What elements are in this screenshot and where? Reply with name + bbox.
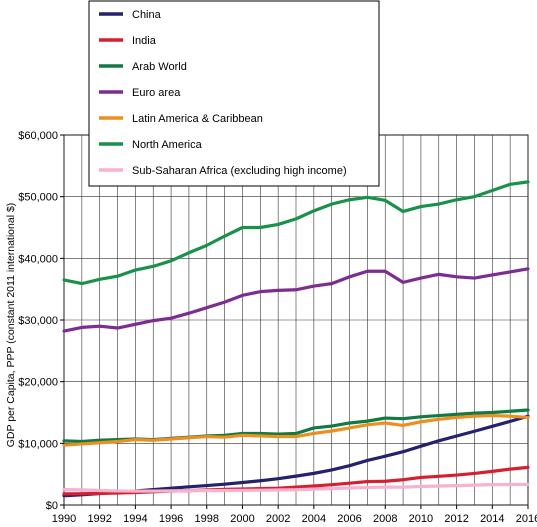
axes: $0 $10,000 $20,000 $30,000 $40,000 $50,000 $60…: [18, 130, 537, 525]
series-line-sub-saharan-africa-excluding-high-income: [62, 482, 530, 493]
x-tick-label: 2000: [230, 513, 254, 525]
series-line-north-america: [62, 180, 530, 286]
legend-box: [88, 0, 380, 187]
legend: China India Arab World Euro area Latin Ameri…: [88, 0, 380, 187]
series-line-euro-area: [62, 267, 530, 333]
x-tick-label: 2016: [516, 513, 537, 525]
x-tick-label: 2012: [444, 513, 468, 525]
x-tick-label: 2006: [337, 513, 361, 525]
series-line-latin-america-caribbean: [62, 413, 530, 447]
x-tick-label: 1994: [123, 513, 147, 525]
legend-label-north-america: North America: [132, 139, 203, 151]
x-tick-label: 2008: [373, 513, 397, 525]
y-tick-label: $60,000: [18, 130, 58, 142]
legend-label-china: China: [132, 9, 162, 21]
series-lines: [62, 180, 530, 498]
legend-label-arab-world: Arab World: [132, 61, 187, 73]
y-tick-label: $20,000: [18, 377, 58, 389]
y-tick-label: $10,000: [18, 438, 58, 450]
y-tick-label: $0: [46, 500, 58, 512]
y-axis-title: GDP per Capita, PPP (constant 2011 inter…: [5, 203, 17, 448]
y-tick-label: $40,000: [18, 253, 58, 265]
y-tick-label: $30,000: [18, 315, 58, 327]
x-tick-label: 2010: [409, 513, 433, 525]
legend-label-latin-america-caribbean: Latin America & Caribbean: [132, 113, 263, 125]
x-tick-label: 1998: [195, 513, 219, 525]
x-tick-label: 1992: [87, 513, 111, 525]
x-tick-label: 2002: [266, 513, 290, 525]
x-tick-label: 2014: [480, 513, 504, 525]
y-tick-label: $50,000: [18, 192, 58, 204]
legend-label-india: India: [132, 35, 157, 47]
x-tick-label: 1996: [159, 513, 183, 525]
x-tick-label: 2004: [302, 513, 326, 525]
grid-lines: [63, 134, 529, 506]
x-tick-label: 1990: [52, 513, 76, 525]
legend-label-sub-saharan-africa-excluding-high-income: Sub-Saharan Africa (excluding high incom…: [132, 165, 347, 177]
legend-label-euro-area: Euro area: [132, 87, 181, 99]
